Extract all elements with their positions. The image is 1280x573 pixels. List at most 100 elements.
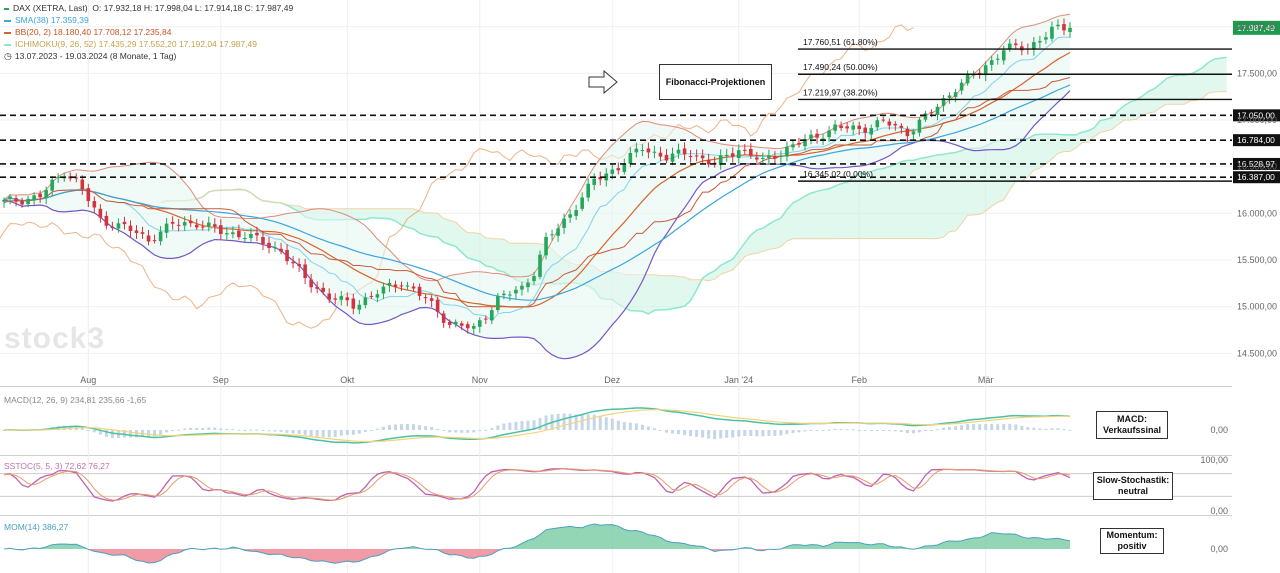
macd-histogram-bar (62, 425, 66, 430)
candle-body (658, 152, 663, 157)
macd-histogram-bar (213, 427, 217, 430)
candle-body (231, 232, 235, 235)
macd-histogram-bar (1038, 428, 1042, 430)
level-price-label: 16.784,00 (1237, 135, 1275, 145)
candle-body (417, 286, 422, 296)
macd-histogram-bar (1068, 429, 1072, 431)
macd-histogram-bar (568, 413, 572, 430)
candle-body (827, 130, 831, 138)
candle-body (429, 298, 434, 301)
macd-histogram-bar (393, 424, 397, 430)
macd-histogram-bar (532, 420, 536, 430)
candle-body (544, 236, 548, 256)
candle-body (80, 179, 85, 190)
macd-histogram-bar (267, 430, 271, 432)
candle-body (140, 232, 145, 234)
macd-histogram-bar (942, 427, 946, 430)
macd-histogram-bar (604, 417, 608, 430)
candle-body (1038, 41, 1042, 43)
candle-body (206, 222, 211, 227)
macd-histogram-bar (749, 430, 753, 436)
macd-histogram-bar (875, 430, 879, 431)
macd-histogram-bar (960, 425, 964, 430)
candle-body (357, 304, 362, 310)
macd-histogram-bar (899, 430, 903, 432)
candle-body (502, 293, 506, 296)
macd-histogram-bar (460, 430, 464, 433)
candle-body (899, 125, 904, 128)
candle-body (592, 178, 597, 185)
candle-body (291, 261, 295, 264)
instrument-name: DAX (XETRA, Last) (13, 3, 88, 13)
candle-body (128, 225, 133, 232)
candle-body (929, 112, 934, 114)
candle-body (369, 295, 374, 297)
candle-body (646, 148, 651, 153)
macd-histogram-bar (345, 430, 349, 435)
candle-body (435, 299, 440, 312)
y-tick-label: 18.000,00 (1237, 22, 1277, 32)
candle-body (351, 298, 356, 309)
pane-separator (0, 386, 1232, 387)
macd-histogram-bar (887, 430, 891, 431)
candle-body (92, 201, 97, 208)
legend-range: ◷ 13.07.2023 - 19.03.2024 (8 Monate, 1 Ta… (4, 50, 293, 62)
candle-body (267, 242, 271, 248)
macd-histogram-bar (803, 430, 807, 432)
macd-histogram-bar (255, 429, 259, 431)
macd-histogram-bar (128, 430, 132, 438)
macd-histogram-bar (592, 414, 596, 430)
candle-body (833, 124, 837, 131)
level-price-tag (1233, 171, 1280, 184)
candle-body (749, 148, 753, 156)
macd-histogram-bar (249, 429, 253, 431)
candle-body (797, 142, 801, 145)
candle-body (327, 293, 332, 300)
candle-body (694, 155, 699, 157)
sma-text: SMA(38) 17.359,39 (15, 15, 89, 25)
candle-body (98, 208, 103, 218)
macd-histogram-bar (424, 426, 428, 430)
ohlc-values: O: 17.932,18 H: 17.998,04 L: 17.914,18 C… (92, 3, 294, 13)
candle-body (977, 72, 982, 74)
candle-body (881, 119, 886, 121)
macd-histogram-bar (303, 430, 307, 436)
candle-body (514, 289, 518, 294)
last-price-tag (1233, 20, 1280, 35)
macd-line (3, 407, 1071, 444)
macd-histogram-bar (291, 430, 295, 434)
arrow-right-icon (588, 69, 618, 99)
candle-body (219, 225, 223, 234)
candle-body (405, 285, 410, 287)
candle-body (676, 149, 681, 154)
stoch-top-label: 100,00 (1200, 455, 1228, 465)
candle-body (953, 92, 958, 97)
macd-histogram-bar (231, 429, 235, 431)
macd-histogram-bar (658, 430, 662, 431)
macd-histogram-bar (978, 424, 982, 430)
tenkan-line (3, 36, 1070, 322)
candle-body (556, 228, 560, 236)
candle-body (393, 284, 398, 287)
macd-histogram-bar (598, 415, 602, 430)
momentum-negative-area (4, 549, 1070, 564)
candle-body (821, 138, 825, 140)
candle-body (423, 297, 428, 299)
macd-histogram-bar (923, 430, 927, 432)
macd-histogram-bar (863, 430, 867, 431)
candle-body (164, 223, 169, 233)
macd-histogram-bar (1008, 423, 1012, 430)
macd-histogram-bar (514, 421, 518, 430)
candle-body (1050, 26, 1054, 39)
y-tick-label: 17.000,00 (1237, 115, 1277, 125)
macd-histogram-bar (634, 423, 638, 430)
macd-histogram-bar (815, 430, 819, 431)
y-tick-label: 16.500,00 (1237, 162, 1277, 172)
candle-body (736, 150, 741, 159)
level-price-label: 17.050,00 (1237, 110, 1275, 120)
macd-note: MACD: Verkaufssinal (1096, 411, 1168, 439)
candle-body (411, 286, 416, 289)
candle-body (724, 154, 729, 157)
macd-histogram-bar (646, 426, 650, 430)
macd-histogram-bar (1044, 428, 1048, 430)
